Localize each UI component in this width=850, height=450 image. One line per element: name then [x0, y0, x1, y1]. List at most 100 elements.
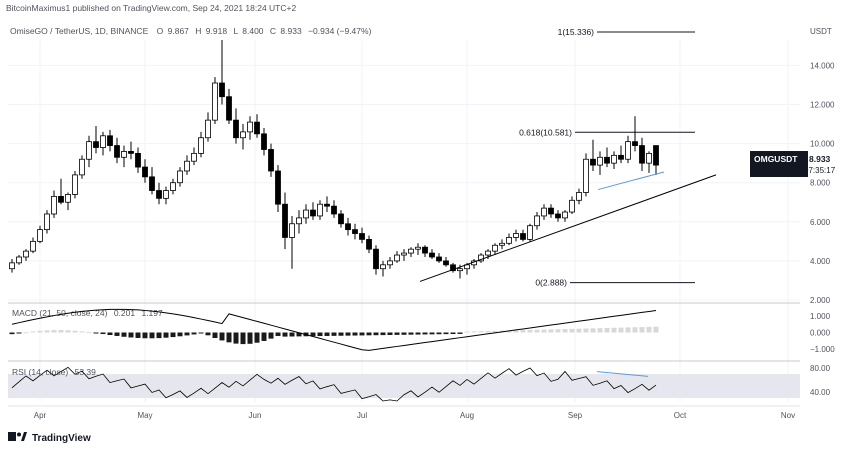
macd-histogram-bar [226, 332, 232, 343]
candle-body [548, 207, 554, 215]
macd-histogram-bar [485, 331, 491, 333]
candle-body [72, 174, 78, 195]
macd-histogram-bar [422, 332, 428, 335]
macd-histogram-bar [513, 330, 519, 333]
macd-histogram-bar [653, 326, 659, 333]
candle-body [457, 268, 463, 272]
price-tag-countdown: 07:35:17 [804, 166, 836, 175]
candle-body [16, 256, 22, 264]
logo-mark-dot [17, 432, 21, 437]
candle-body [51, 195, 57, 215]
macd-histogram-bar [359, 332, 365, 336]
candle-body [184, 160, 190, 172]
macd-histogram-bar [9, 332, 15, 335]
macd-histogram-bar [394, 332, 400, 335]
candle-body [576, 192, 582, 201]
macd-histogram-bar [44, 330, 50, 333]
macd-histogram-bar [345, 332, 351, 336]
macd-histogram-bar [198, 332, 204, 334]
price-tick-label: 14.000 [810, 61, 835, 70]
macd-histogram-bar [212, 332, 218, 339]
time-tick-label: Jul [357, 411, 367, 420]
macd-histogram-bar [177, 332, 183, 337]
macd-histogram-bar [261, 332, 267, 341]
macd-histogram-bar [429, 332, 435, 335]
ohlc-l-label: L [233, 26, 238, 36]
time-tick-label: Aug [460, 411, 474, 420]
macd-histogram-bar [289, 332, 295, 337]
candle-body [240, 131, 246, 139]
macd-histogram-bar [408, 332, 414, 335]
candle-body [23, 250, 29, 258]
macd-histogram-bar [548, 329, 554, 333]
candle-body [226, 96, 232, 121]
candle-body [520, 233, 526, 240]
symbol-name: OmiseGO / TetherUS, 1D, BINANCE [10, 26, 149, 36]
macd-histogram-bar [142, 332, 148, 339]
price-tick-label: 10.000 [810, 140, 835, 149]
candle-body [163, 190, 169, 199]
rsi-line [11, 366, 657, 402]
candle-body [107, 135, 113, 146]
macd-histogram-bar [471, 331, 477, 333]
macd-histogram-bar [254, 332, 260, 343]
candle-body [303, 209, 309, 219]
candle-body [135, 152, 141, 168]
macd-histogram-bar [51, 330, 57, 333]
candle-body [436, 256, 442, 262]
macd-histogram-bar [128, 332, 134, 338]
candle-body [429, 252, 435, 258]
macd-histogram-bar [121, 332, 127, 337]
macd-tick-label: 0.000 [810, 329, 831, 338]
macd-histogram-bar [86, 332, 92, 334]
price-axis: 14.000 12.000 10.000 8.000 6.000 4.000 2.000 [810, 61, 835, 305]
rsi-params: RSI (14, close) [12, 367, 68, 377]
candle-body [555, 213, 561, 219]
price-tick-label: 8.000 [810, 179, 831, 188]
ohlc-c-value: 8.933 [280, 26, 302, 36]
macd-histogram-bar [478, 331, 484, 333]
candle-body [478, 254, 484, 262]
macd-histogram-bar [646, 326, 652, 333]
rsi-label: RSI (14, close) 53.39 [12, 367, 96, 377]
candle-body [58, 195, 64, 203]
ohlc-h-label: H [195, 26, 201, 36]
macd-histogram-bar [464, 331, 470, 333]
macd-histogram-bar [219, 332, 225, 341]
candle-body [401, 252, 407, 256]
candle-body [380, 264, 386, 270]
macd-histogram-bar [366, 332, 372, 336]
candle-body [373, 248, 379, 270]
macd-histogram-bar [632, 327, 638, 333]
macd-histogram-bar [443, 332, 449, 335]
candle-body [79, 158, 85, 176]
candle-body [352, 229, 358, 234]
macd-histogram-bar [562, 329, 568, 333]
candle-body [597, 156, 603, 166]
price-tag-value: 8.933 [809, 154, 831, 164]
publisher-line: BitcoinMaximus1 published on TradingView… [6, 3, 296, 13]
macd-histogram-bar [373, 332, 379, 336]
candle-body [261, 133, 267, 150]
candle-body [282, 203, 288, 238]
macd-histogram-bar [352, 332, 358, 336]
currency-label: USDT [810, 27, 832, 36]
macd-histogram-bar [541, 329, 547, 333]
candle-body [268, 149, 274, 172]
macd-histogram-bar [247, 332, 253, 344]
rsi-channel [596, 371, 649, 377]
candle-body [254, 121, 260, 135]
candle-body [331, 205, 337, 215]
macd-histogram-bar [534, 329, 540, 333]
price-tick-label: 12.000 [810, 101, 835, 110]
candle-body [170, 182, 176, 191]
macd-histogram-bar [387, 332, 393, 335]
logo-mark-slant [21, 432, 27, 441]
macd-label: MACD (21, 50, close, 24) 0.201 1.197 [12, 308, 163, 318]
candle-body [632, 141, 638, 146]
fib-level-label: 1(15.336) [558, 27, 595, 37]
macd-histogram-bar [415, 332, 421, 335]
candle-body [422, 246, 428, 254]
macd-histogram-bar [597, 328, 603, 333]
